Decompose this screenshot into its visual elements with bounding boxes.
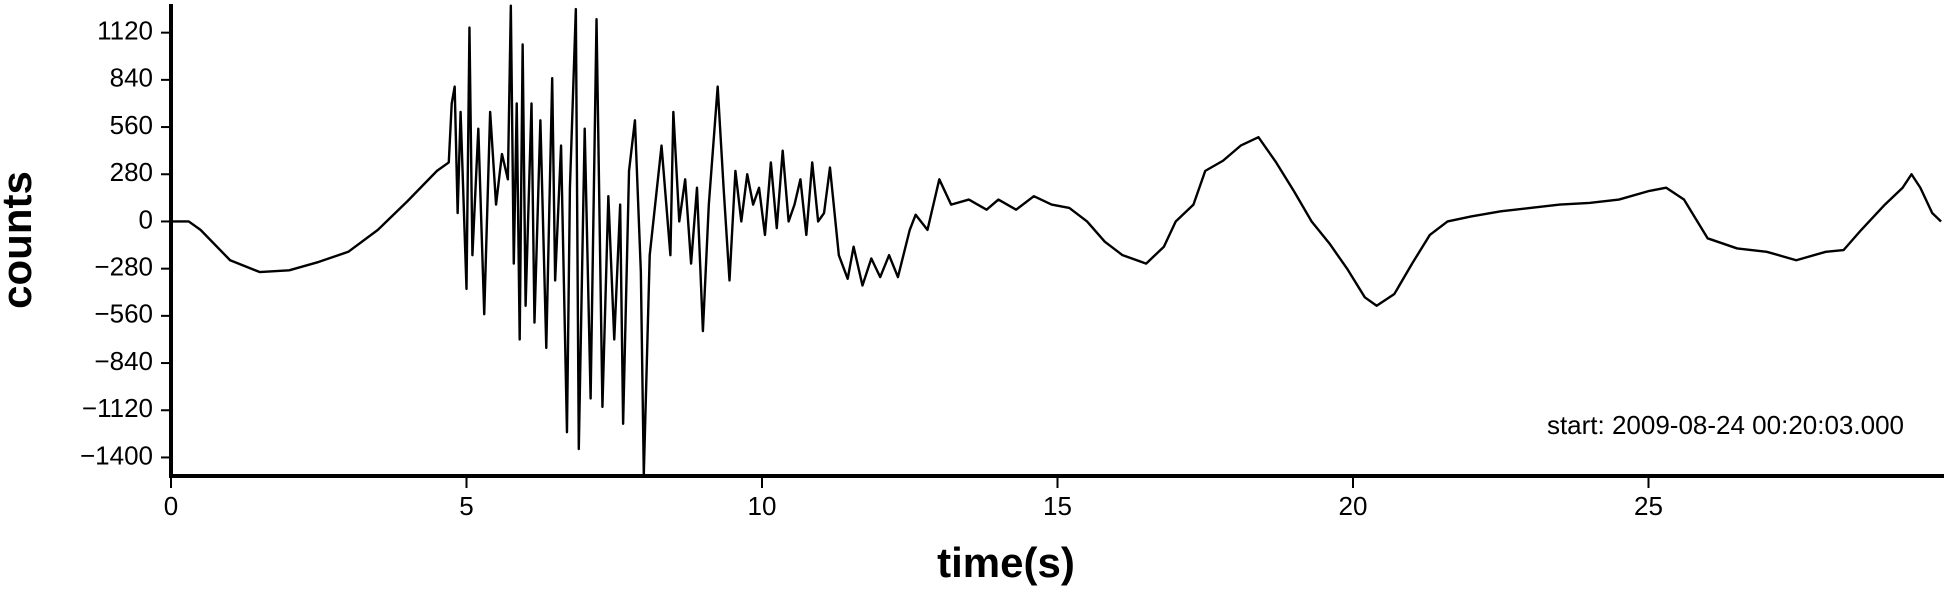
y-tick-label: −1120 [82, 393, 153, 423]
y-tick-label: −1400 [80, 440, 153, 470]
y-axis-title: counts [0, 171, 40, 309]
waveform [171, 4, 1942, 476]
y-tick-label: −560 [94, 299, 153, 329]
x-tick-label: 20 [1339, 491, 1368, 521]
annotation: start: 2009-08-24 00:20:03.000 [1547, 410, 1904, 440]
x-tick-label: 0 [164, 491, 178, 521]
x-tick-label: 10 [748, 491, 777, 521]
y-tick-label: 0 [139, 204, 153, 234]
y-tick-label: 560 [110, 110, 153, 140]
y-tick-label: −840 [94, 346, 153, 376]
x-tick-label: 5 [459, 491, 473, 521]
y-tick-label: 1120 [97, 16, 153, 46]
x-tick-label: 25 [1634, 491, 1663, 521]
y-tick-label: −280 [94, 252, 153, 282]
y-tick-label: 280 [110, 157, 153, 187]
x-axis-title: time(s) [937, 539, 1075, 586]
x-tick-label: 15 [1043, 491, 1072, 521]
y-tick-label: 840 [110, 63, 153, 93]
